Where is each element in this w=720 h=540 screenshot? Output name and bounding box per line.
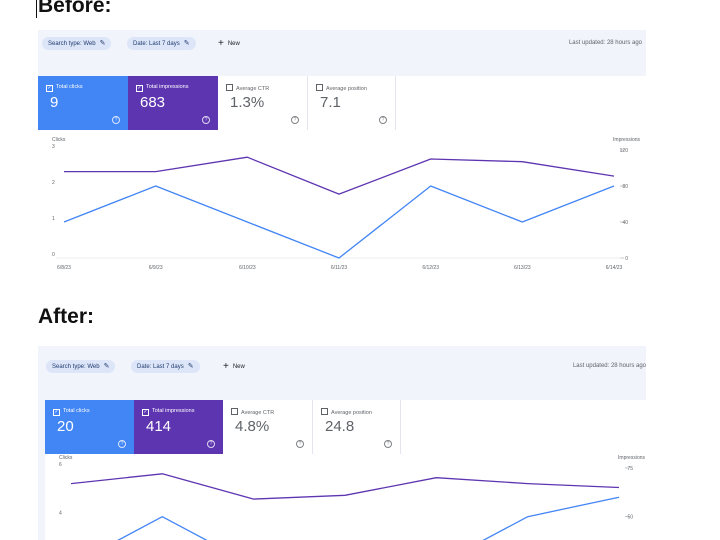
x-tick-label: 6/10/23 [239, 265, 256, 271]
panel-after: Search type: Web ✎ Date: Last 7 days ✎ + Ne… [38, 346, 646, 540]
average-position-tile[interactable]: Average position 24.8 ? [313, 400, 401, 454]
total-impressions-tile[interactable]: ✓ Total impressions 414 ? [134, 400, 223, 454]
new-filter-button[interactable]: + New [223, 360, 245, 373]
left-tick-label: 4 [59, 511, 62, 517]
new-filter-button[interactable]: + New [218, 37, 240, 50]
checkbox-unchecked-icon [231, 408, 238, 415]
performance-chart: Clicks Impressions 4 6 50 75 [59, 455, 646, 540]
x-tick-label: 6/11/23 [331, 265, 348, 271]
metric-value: 7.1 [320, 94, 341, 111]
right-tick-label: 0 [625, 256, 628, 262]
checkbox-checked-icon: ✓ [136, 85, 143, 92]
help-icon[interactable]: ? [379, 116, 387, 124]
metric-label: Average position [326, 86, 367, 92]
performance-card: ✓ Total clicks 9 ? ✓ Total impressions 683… [38, 76, 646, 285]
metric-value: 414 [146, 418, 172, 435]
edit-pencil-icon: ✎ [187, 363, 194, 370]
text-cursor [36, 0, 37, 18]
right-axis-label: Impressions [618, 455, 645, 461]
last-updated-text: Last updated: 28 hours ago [572, 363, 646, 369]
date-range-label: Date: Last 7 days [137, 364, 184, 370]
date-range-chip[interactable]: Date: Last 7 days ✎ [131, 360, 200, 373]
metric-value: 4.8% [235, 418, 270, 435]
series-line-clicks [117, 496, 620, 540]
right-tick-label: 75 [627, 466, 633, 472]
metric-value: 1.3% [230, 94, 265, 111]
right-tick-label: 50 [627, 515, 633, 521]
edit-pencil-icon: ✎ [99, 40, 106, 47]
checkbox-checked-icon: ✓ [142, 409, 149, 416]
search-type-chip[interactable]: Search type: Web ✎ [42, 37, 112, 50]
metric-value: 9 [50, 94, 59, 111]
checkbox-checked-icon: ✓ [46, 85, 53, 92]
x-tick-label: 6/13/23 [514, 265, 531, 271]
series-line-impressions [70, 473, 620, 500]
heading-after: After: [38, 305, 94, 328]
filter-toolbar: Search type: Web ✎ Date: Last 7 days ✎ + Ne… [38, 30, 646, 58]
left-tick-label: 6 [59, 462, 62, 468]
left-tick-label: 0 [52, 252, 55, 258]
heading-before: Before: [38, 0, 112, 17]
total-impressions-tile[interactable]: ✓ Total impressions 683 ? [128, 76, 218, 130]
plus-icon: + [223, 361, 229, 372]
right-tick-label: 80 [622, 184, 628, 190]
left-axis-label: Clicks [59, 455, 73, 461]
total-clicks-tile[interactable]: ✓ Total clicks 20 ? [45, 400, 134, 454]
checkbox-unchecked-icon [226, 84, 233, 91]
panel-before: Search type: Web ✎ Date: Last 7 days ✎ + Ne… [38, 30, 646, 285]
help-icon[interactable]: ? [291, 116, 299, 124]
new-filter-label: New [227, 41, 240, 47]
last-updated-text: Last updated: 28 hours ago [568, 40, 642, 46]
plus-icon: + [218, 38, 224, 49]
edit-pencil-icon: ✎ [103, 363, 110, 370]
metric-value: 24.8 [325, 418, 355, 435]
total-clicks-tile[interactable]: ✓ Total clicks 9 ? [38, 76, 128, 130]
right-axis-label: Impressions [613, 137, 640, 143]
date-range-label: Date: Last 7 days [133, 41, 180, 47]
metric-label: Average CTR [236, 86, 270, 92]
x-tick-label: 6/12/23 [422, 265, 439, 271]
performance-chart: Clicks Impressions 0 1 2 3 0 40 80 120 6/8/23 6/9/2… [52, 137, 641, 271]
metric-label: Average CTR [241, 410, 275, 416]
series-line-impressions [64, 156, 615, 195]
search-type-chip[interactable]: Search type: Web ✎ [46, 360, 116, 373]
search-type-label: Search type: Web [48, 41, 96, 47]
checkbox-unchecked-icon [316, 84, 323, 91]
metric-label: Total clicks [56, 84, 83, 90]
help-icon[interactable]: ? [296, 440, 304, 448]
performance-card: ✓ Total clicks 20 ? ✓ Total impressions 41… [45, 400, 646, 540]
left-tick-label: 1 [52, 216, 55, 222]
left-tick-label: 2 [52, 180, 55, 186]
average-ctr-tile[interactable]: Average CTR 4.8% ? [223, 400, 313, 454]
metric-value: 20 [57, 418, 74, 435]
help-icon[interactable]: ? [112, 116, 120, 124]
help-icon[interactable]: ? [118, 440, 126, 448]
metric-value: 683 [140, 94, 166, 111]
left-tick-label: 3 [52, 144, 55, 150]
average-position-tile[interactable]: Average position 7.1 ? [308, 76, 396, 130]
checkbox-unchecked-icon [321, 408, 328, 415]
series-line-clicks [63, 185, 615, 259]
metric-label: Total impressions [146, 84, 189, 90]
filter-toolbar: Search type: Web ✎ Date: Last 7 days ✎ + Ne… [38, 346, 646, 374]
help-icon[interactable]: ? [202, 116, 210, 124]
help-icon[interactable]: ? [384, 440, 392, 448]
right-tick-label: 120 [620, 148, 629, 154]
edit-pencil-icon: ✎ [183, 40, 190, 47]
x-tick-label: 6/8/23 [57, 265, 71, 271]
x-tick-label: 6/14/23 [606, 265, 623, 271]
average-ctr-tile[interactable]: Average CTR 1.3% ? [218, 76, 308, 130]
date-range-chip[interactable]: Date: Last 7 days ✎ [127, 37, 196, 50]
search-type-label: Search type: Web [52, 364, 100, 370]
x-tick-label: 6/9/23 [149, 265, 163, 271]
new-filter-label: New [232, 364, 245, 370]
metric-label: Average position [331, 410, 372, 416]
checkbox-checked-icon: ✓ [53, 409, 60, 416]
help-icon[interactable]: ? [207, 440, 215, 448]
metric-label: Total clicks [63, 408, 90, 414]
right-tick-label: 40 [622, 220, 628, 226]
left-axis-label: Clicks [52, 137, 66, 143]
metric-label: Total impressions [152, 408, 195, 414]
